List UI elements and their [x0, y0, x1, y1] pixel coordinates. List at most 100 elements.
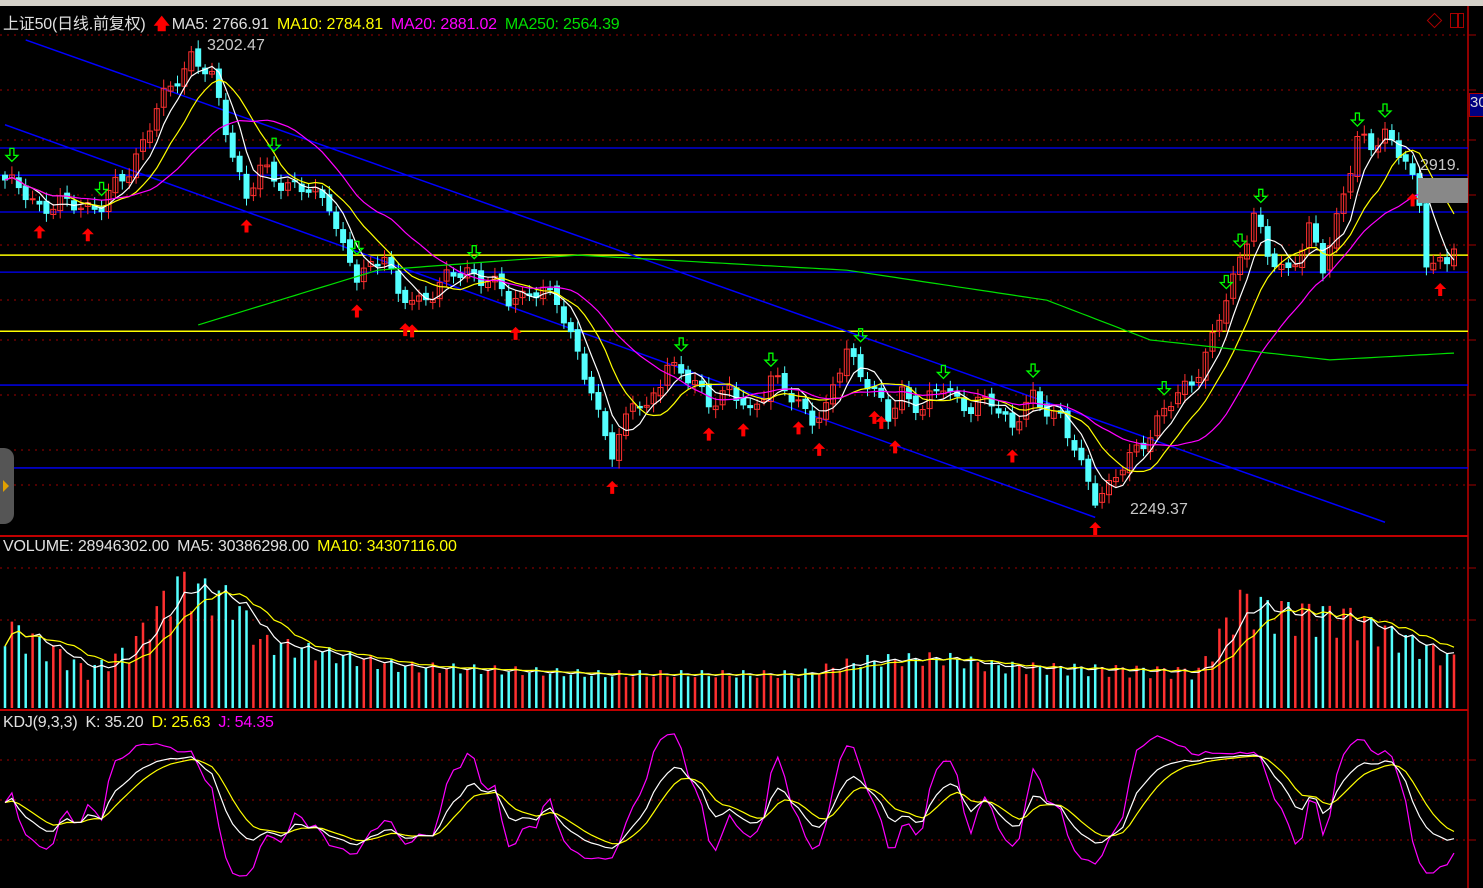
candle-body: [885, 399, 892, 422]
candle-body: [167, 85, 174, 92]
ma250-line: [198, 254, 1455, 361]
candle-body: [181, 68, 188, 87]
candle-body: [36, 200, 43, 205]
buy-signal-arrow-icon: [702, 427, 715, 441]
buy-signal-arrow-icon: [875, 415, 888, 429]
candle-body: [547, 288, 554, 291]
candle-body: [98, 206, 105, 213]
side-panel-handle[interactable]: [0, 448, 14, 524]
buy-signal-arrow-icon: [737, 423, 750, 437]
candle-body: [367, 260, 374, 267]
candle-body: [1140, 442, 1147, 450]
ma5-line: [4, 65, 1455, 489]
buy-signal-arrow-icon: [1434, 283, 1447, 297]
candle-body: [678, 364, 685, 374]
candle-body: [1237, 256, 1244, 275]
candle-body: [326, 194, 333, 212]
candle-body: [2, 174, 8, 181]
candle-body: [243, 173, 250, 199]
candle-body: [1016, 421, 1023, 431]
candle-body: [1244, 243, 1250, 260]
candle-body: [464, 267, 471, 279]
candle-body: [1423, 203, 1430, 268]
candle-body: [416, 295, 422, 302]
ma20-line: [4, 119, 1455, 447]
volume-pane-header: VOLUME: 28946302.00 MA5: 30386298.00 MA10:…: [3, 538, 465, 556]
candle-body: [1092, 483, 1099, 506]
candle-body: [1271, 253, 1278, 268]
candle-body: [1388, 130, 1395, 141]
candle-body: [588, 376, 595, 394]
candle-body: [1202, 351, 1209, 381]
kdj-j-legend: J: 54.35: [218, 714, 274, 731]
candle-body: [850, 348, 857, 357]
candle-body: [1071, 440, 1078, 451]
ma10-line: [4, 79, 1455, 473]
buy-signal-arrow-icon: [813, 442, 826, 456]
candle-body: [1154, 415, 1161, 437]
candle-body: [1340, 193, 1347, 214]
candle-body: [560, 306, 567, 324]
candle-body: [650, 392, 657, 405]
sell-signal-arrow-icon: [349, 240, 365, 256]
candle-body: [1409, 163, 1416, 175]
candle-body: [747, 405, 754, 409]
candle-body: [1037, 391, 1043, 408]
candle-body: [284, 182, 291, 191]
sell-signal-arrow-icon: [1349, 112, 1365, 127]
candle-body: [878, 387, 885, 398]
candle-body: [146, 130, 153, 143]
candle-body: [933, 389, 940, 392]
candle-body: [899, 386, 905, 411]
candle-body: [333, 211, 340, 229]
candle-body: [1181, 380, 1188, 395]
ma5-legend: MA5: 2766.91: [171, 16, 269, 33]
buy-signal-arrow-icon: [1006, 449, 1019, 463]
candle-body: [105, 189, 112, 213]
candle-body: [1278, 263, 1285, 270]
low-price-label: 2249.37: [1130, 501, 1188, 518]
candle-body: [505, 290, 512, 307]
kdj-d-legend: D: 25.63: [151, 714, 211, 731]
candle-body: [1368, 133, 1375, 151]
buy-signal-arrow-icon: [606, 480, 619, 494]
candle-body: [140, 139, 146, 152]
candle-body: [1112, 477, 1119, 483]
candle-body: [278, 182, 284, 191]
price-pane-header: 上证50(日线.前复权) 🡅 MA5: 2766.91 MA10: 2784.81 MA…: [3, 10, 627, 40]
kdj-j-line: [4, 733, 1455, 877]
candle-body: [1175, 392, 1181, 405]
candle-body: [1168, 406, 1175, 412]
candle-body: [961, 397, 968, 412]
candle-body: [692, 380, 698, 386]
candle-body: [1264, 226, 1271, 257]
candle-body: [843, 348, 850, 377]
kdj-d-line: [4, 755, 1455, 845]
candle-body: [685, 369, 692, 384]
candle-body: [836, 372, 843, 383]
candle-body: [436, 281, 443, 300]
high-price-label: 3202.47: [207, 37, 265, 54]
candle-body: [830, 384, 836, 405]
candle-body: [512, 297, 519, 305]
candle-body: [1230, 273, 1237, 299]
candle-body: [22, 185, 29, 201]
buy-signal-arrow-icon: [33, 225, 46, 239]
layout-toggle-icon[interactable]: [1450, 13, 1464, 28]
candle-body: [236, 155, 243, 173]
sell-signal-arrow-icon: [853, 328, 869, 343]
candle-body: [816, 417, 823, 423]
candle-body: [160, 87, 167, 108]
candle-body: [740, 397, 747, 406]
candle-body: [1023, 401, 1030, 420]
buy-signal-arrow-icon: [1406, 193, 1419, 207]
candle-body: [1126, 452, 1133, 474]
candle-body: [802, 398, 809, 410]
candle-body: [781, 373, 788, 392]
candle-body: [1430, 262, 1437, 271]
candle-body: [1361, 133, 1368, 136]
candle-body: [519, 290, 526, 299]
candle-body: [726, 384, 733, 391]
